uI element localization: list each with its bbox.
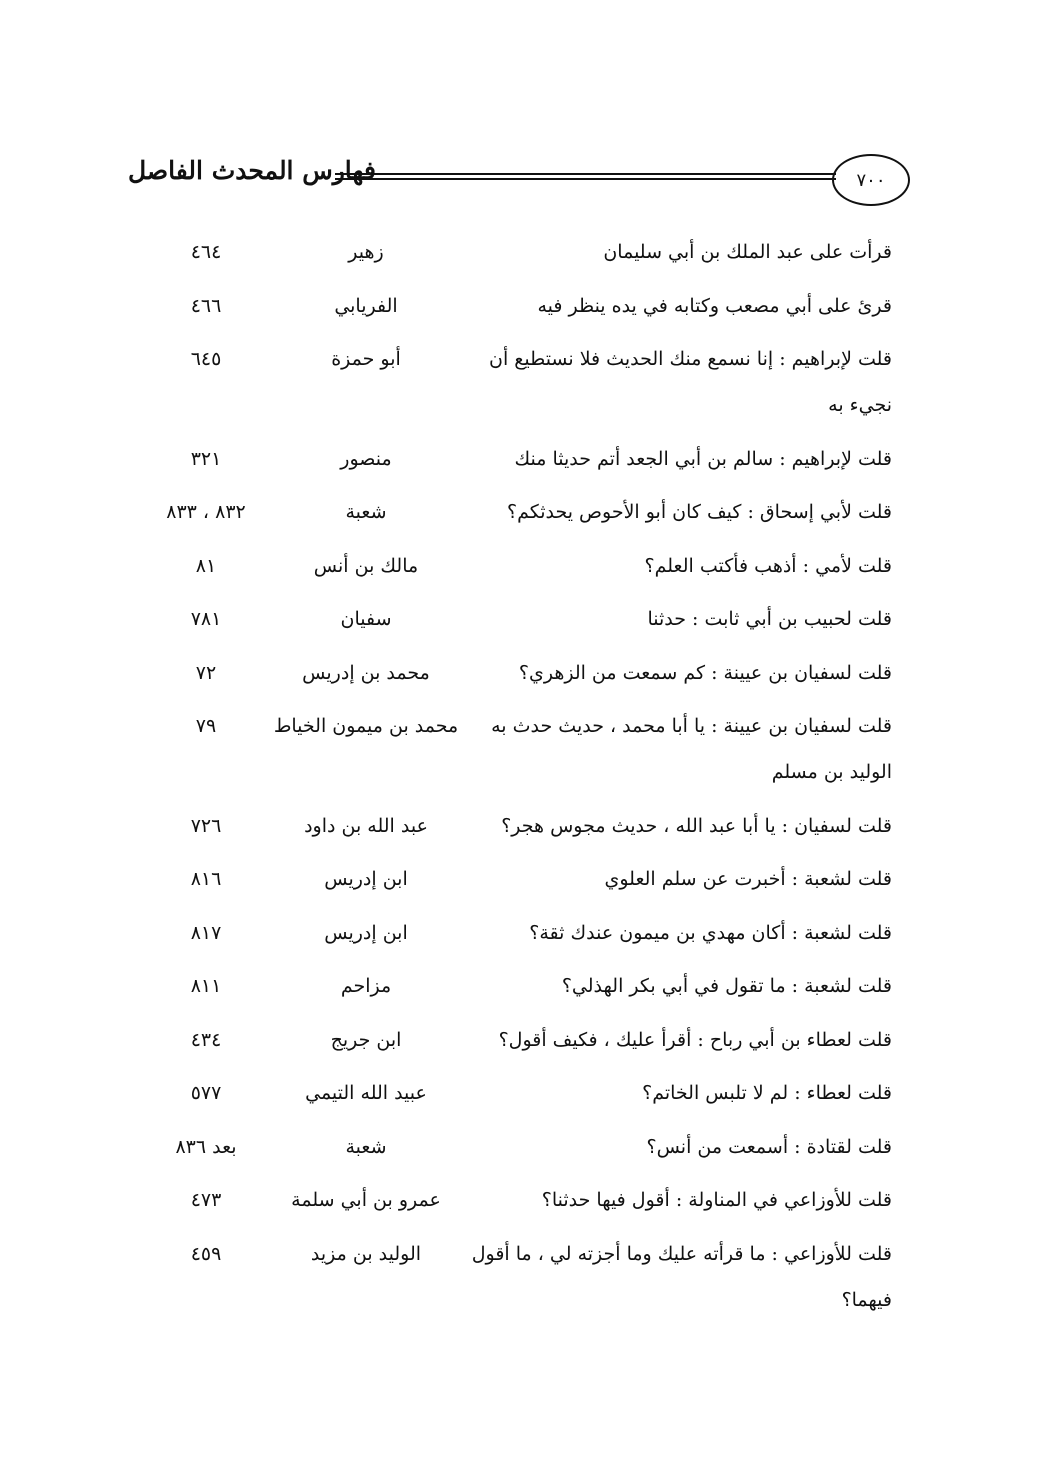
running-title: فهارس المحدث الفاصل	[128, 156, 376, 185]
page-reference: ٨١١	[190, 975, 222, 997]
index-list: قرأت على عبد الملك بن أبي سليمان زهير ٤٦٤ ق…	[140, 229, 892, 1330]
index-entry: قلت للأوزاعي : ما قرأته عليك وما أجزته ل…	[140, 1231, 892, 1331]
narrator-name: ابن إدريس	[324, 868, 408, 890]
index-entry: قرئ على أبي مصعب وكتابه في يده ينظر فيه ا…	[140, 283, 892, 337]
index-entry: قلت لسفيان بن عيينة : يا أبا محمد ، حديث…	[140, 703, 892, 803]
narrator-name: الوليد بن مزيد	[310, 1242, 422, 1265]
page-reference: ٤٦٤	[190, 241, 222, 263]
index-entry: قلت لإبراهيم : سالم بن أبي الجعد أتم حدي…	[140, 436, 892, 490]
page-reference: بعد ٨٣٦	[175, 1135, 237, 1158]
entry-text: قلت لأبي إسحاق : كيف كان أبو الأحوص يحدث…	[506, 501, 892, 523]
entry-text: قلت لعطاء : لم لا تلبس الخاتم؟	[642, 1082, 892, 1104]
page-reference: ٤٥٩	[190, 1242, 222, 1265]
index-entry: قلت لعطاء : لم لا تلبس الخاتم؟ عبيد الله …	[140, 1070, 892, 1124]
narrator-name: منصور	[340, 447, 392, 470]
index-entry: قرأت على عبد الملك بن أبي سليمان زهير ٤٦٤	[140, 229, 892, 283]
narrator-name: محمد بن ميمون الخياط	[273, 715, 459, 737]
page-reference: ٥٧٧	[190, 1082, 222, 1104]
narrator-name: الفريابي	[334, 294, 398, 317]
page-reference: ٧٢	[195, 661, 217, 684]
header-double-rule	[335, 173, 836, 180]
index-entry: قلت لشعبة : ما تقول في أبي بكر الهذلي؟ مز…	[140, 963, 892, 1017]
entry-text: قلت لشعبة : أكان مهدي بن ميمون عندك ثقة؟	[529, 921, 892, 944]
entry-text: قلت لسفيان بن عيينة : يا أبا محمد ، حديث…	[491, 715, 892, 783]
index-entry: قلت للأوزاعي في المناولة : أقول فيها حدث…	[140, 1177, 892, 1231]
page-reference: ٨١٧	[190, 921, 222, 944]
narrator-name: محمد بن إدريس	[302, 661, 430, 684]
entry-text: قرئ على أبي مصعب وكتابه في يده ينظر فيه	[537, 294, 892, 317]
index-entry: قلت لقتادة : أسمعت من أنس؟ شعبة بعد ٨٣٦	[140, 1124, 892, 1178]
page-reference: ٧٨١	[190, 608, 222, 630]
entry-text: قرأت على عبد الملك بن أبي سليمان	[603, 241, 892, 263]
index-entry: قلت لأبي إسحاق : كيف كان أبو الأحوص يحدث…	[140, 489, 892, 543]
page-reference: ٨١	[195, 554, 217, 577]
page-reference: ٣٢١	[190, 447, 222, 470]
page-reference: ٨٣٢ ، ٨٣٣	[166, 501, 246, 523]
narrator-name: مالك بن أنس	[313, 554, 419, 577]
entry-text: قلت لعطاء بن أبي رباح : أقرأ عليك ، فكيف…	[498, 1028, 892, 1051]
index-entry: قلت لسفيان بن عيينة : كم سمعت من الزهري؟…	[140, 650, 892, 704]
page-reference: ٤٦٦	[190, 294, 222, 317]
entry-text: قلت لسفيان : يا أبا عبد الله ، حديث مجوس…	[501, 814, 892, 837]
narrator-name: عبيد الله التيمي	[305, 1082, 427, 1104]
narrator-name: زهير	[348, 241, 384, 263]
narrator-name: مزاحم	[340, 975, 392, 997]
page-reference: ٤٧٣	[190, 1189, 222, 1211]
index-entry: قلت لحبيب بن أبي ثابت : حدثنا سفيان ٧٨١	[140, 596, 892, 650]
index-entry: قلت لأمي : أذهب فأكتب العلم؟ مالك بن أنس ٨…	[140, 543, 892, 597]
narrator-name: أبو حمزة	[331, 348, 401, 370]
index-entry: قلت لعطاء بن أبي رباح : أقرأ عليك ، فكيف…	[140, 1017, 892, 1071]
page-header: ٧٠٠ فهارس المحدث الفاصل	[120, 150, 910, 214]
narrator-name: عمرو بن أبي سلمة	[291, 1189, 441, 1211]
page-reference: ٦٤٥	[190, 348, 222, 370]
entry-text: قلت لشعبة : أخبرت عن سلم العلوي	[604, 868, 893, 890]
entry-text: قلت لحبيب بن أبي ثابت : حدثنا	[647, 608, 892, 630]
entry-text: قلت للأوزاعي في المناولة : أقول فيها حدث…	[541, 1189, 892, 1211]
narrator-name: سفيان	[340, 608, 392, 630]
page-reference: ٧٢٦	[190, 814, 222, 837]
index-entry: قلت لإبراهيم : إنا نسمع منك الحديث فلا ن…	[140, 336, 892, 436]
narrator-name: ابن جريج	[330, 1028, 402, 1051]
narrator-name: ابن إدريس	[324, 921, 408, 944]
index-entry: قلت لشعبة : أكان مهدي بن ميمون عندك ثقة؟…	[140, 910, 892, 964]
page-number: ٧٠٠	[832, 154, 910, 206]
narrator-name: شعبة	[345, 501, 387, 523]
page-reference: ٤٣٤	[190, 1028, 222, 1051]
entry-text: قلت للأوزاعي : ما قرأته عليك وما أجزته ل…	[471, 1242, 892, 1311]
entry-text: قلت لشعبة : ما تقول في أبي بكر الهذلي؟	[561, 975, 892, 997]
page-reference: ٨١٦	[190, 868, 222, 890]
entry-text: قلت لإبراهيم : إنا نسمع منك الحديث فلا ن…	[489, 348, 892, 416]
narrator-name: شعبة	[345, 1135, 387, 1158]
entry-text: قلت لإبراهيم : سالم بن أبي الجعد أتم حدي…	[514, 447, 892, 470]
entry-text: قلت لقتادة : أسمعت من أنس؟	[646, 1135, 893, 1158]
page-reference: ٧٩	[195, 715, 217, 737]
index-entry: قلت لسفيان : يا أبا عبد الله ، حديث مجوس…	[140, 803, 892, 857]
narrator-name: عبد الله بن داود	[304, 814, 428, 837]
index-entry: قلت لشعبة : أخبرت عن سلم العلوي ابن إدريس…	[140, 856, 892, 910]
entry-text: قلت لسفيان بن عيينة : كم سمعت من الزهري؟	[518, 661, 892, 684]
entry-text: قلت لأمي : أذهب فأكتب العلم؟	[644, 554, 892, 577]
